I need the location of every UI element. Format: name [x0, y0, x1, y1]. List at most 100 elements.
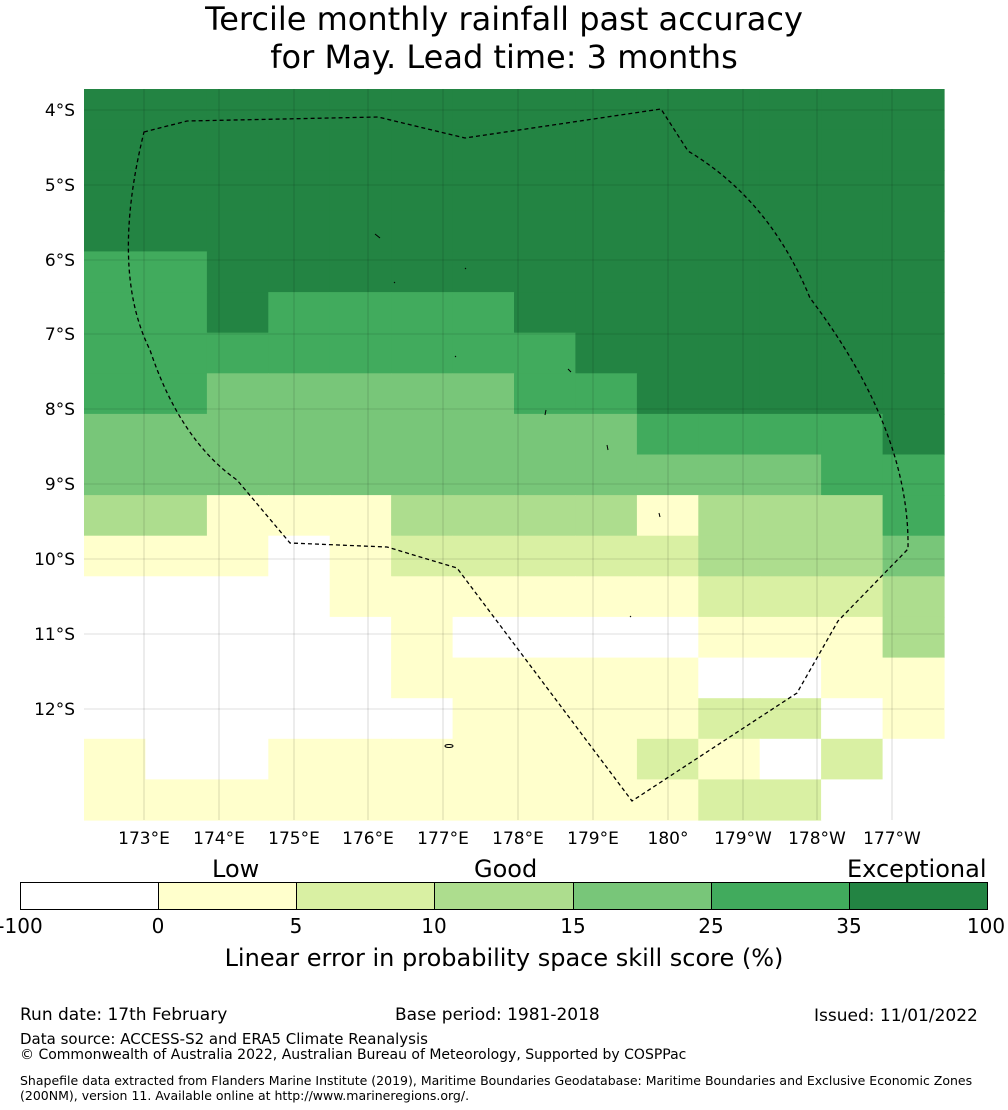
skill-cell — [84, 657, 146, 699]
skill-cell — [145, 413, 208, 456]
skill-cell — [821, 89, 884, 131]
skill-cell — [206, 251, 269, 293]
latitude-label: 4°S — [45, 101, 75, 121]
skill-cell — [575, 413, 638, 456]
skill-cell — [575, 170, 638, 212]
skill-cell — [636, 292, 699, 334]
skill-cell — [514, 657, 576, 699]
skill-cell — [882, 657, 945, 699]
skill-cell — [329, 210, 392, 252]
skill-cell — [575, 698, 638, 740]
longitude-label: 179°E — [567, 829, 619, 849]
skill-cell — [575, 495, 638, 537]
skill-cell — [329, 535, 392, 577]
colorbar-segment-5 — [573, 883, 712, 909]
skill-cell — [268, 373, 331, 415]
data-source: Data source: ACCESS-S2 and ERA5 Climate … — [20, 1030, 428, 1048]
skill-cell — [84, 495, 146, 537]
skill-cell — [84, 413, 146, 456]
skill-cell — [206, 576, 269, 618]
skill-cell — [882, 129, 945, 171]
latitude-label: 7°S — [45, 325, 75, 345]
skill-cell — [882, 251, 945, 293]
skill-cell — [329, 89, 392, 131]
skill-cell — [821, 454, 884, 496]
skill-cell — [329, 454, 392, 496]
skill-cell — [514, 535, 576, 577]
skill-cell — [145, 698, 208, 740]
skill-cell — [391, 413, 454, 456]
skill-cell — [391, 292, 454, 334]
category-low-label: Low — [212, 855, 260, 883]
skill-cell — [452, 251, 515, 293]
skill-cell — [882, 292, 945, 334]
skill-cell — [698, 657, 761, 699]
map-gridlines — [84, 89, 944, 820]
skill-cell — [575, 616, 638, 659]
skill-cell — [821, 738, 884, 780]
skill-cell — [575, 373, 638, 415]
skill-cell — [882, 616, 945, 659]
skill-cell — [636, 576, 699, 618]
colorbar-tick: 35 — [836, 914, 862, 938]
skill-cell — [514, 89, 576, 131]
skill-cell — [759, 210, 822, 252]
skill-cell — [206, 292, 269, 334]
map-title-line-1: Tercile monthly rainfall past accuracy — [205, 0, 803, 38]
skill-cell — [759, 576, 822, 618]
skill-cell — [329, 332, 392, 374]
skill-cell — [206, 698, 269, 740]
skill-cell — [452, 454, 515, 496]
skill-cell — [329, 779, 392, 821]
skill-cell — [882, 535, 945, 577]
skill-cell — [821, 779, 884, 821]
skill-cell — [514, 738, 576, 780]
skill-cell — [452, 89, 515, 131]
colorbar-segment-3 — [297, 883, 436, 909]
skill-cell — [329, 292, 392, 334]
skill-cell — [575, 89, 638, 131]
skill-cell — [268, 210, 331, 252]
skill-cell — [698, 616, 761, 659]
skill-cell — [698, 779, 761, 821]
skill-cell — [206, 170, 269, 212]
latitude-label: 10°S — [34, 550, 75, 570]
island-marks — [374, 233, 661, 748]
skill-cell — [575, 738, 638, 780]
skill-cell — [759, 170, 822, 212]
skill-cell — [145, 332, 208, 374]
colorbar-tick: 5 — [289, 914, 303, 938]
skill-cell — [636, 332, 699, 374]
skill-cell — [452, 332, 515, 374]
skill-cell — [636, 373, 699, 415]
skill-cell — [882, 495, 945, 537]
skill-cell — [759, 454, 822, 496]
skill-cell — [452, 698, 515, 740]
skill-cell — [882, 576, 945, 618]
skill-cell — [206, 373, 269, 415]
skill-cell — [391, 170, 454, 212]
skill-cell — [145, 373, 208, 415]
skill-cell — [821, 292, 884, 334]
skill-cell — [575, 779, 638, 821]
skill-cell — [514, 170, 576, 212]
skill-cell — [268, 779, 331, 821]
skill-cell — [821, 616, 884, 659]
skill-cell — [391, 616, 454, 659]
skill-grid-cells — [84, 89, 945, 821]
skill-cell — [698, 738, 761, 780]
colorbar-segment-6 — [711, 883, 850, 909]
longitude-label: 178°E — [492, 829, 544, 849]
skill-cell — [145, 210, 208, 252]
skill-cell — [636, 657, 699, 699]
skill-cell — [206, 616, 269, 659]
skill-cell — [882, 89, 945, 131]
skill-cell — [636, 129, 699, 171]
skill-cell — [821, 413, 884, 456]
skill-cell — [821, 495, 884, 537]
skill-cell — [821, 332, 884, 374]
skill-cell — [206, 738, 269, 780]
longitude-label: 177°W — [863, 829, 921, 849]
skill-cell — [268, 576, 331, 618]
skill-cell — [452, 616, 515, 659]
